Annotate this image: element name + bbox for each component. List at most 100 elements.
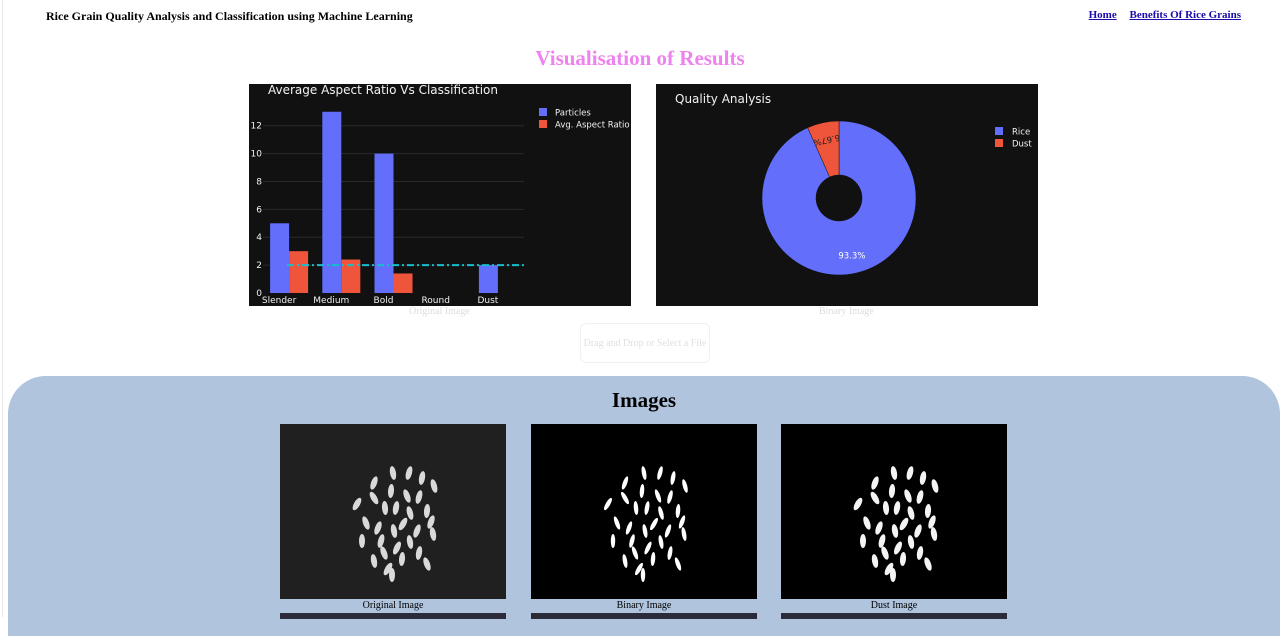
visualisation-heading: Visualisation of Results [535, 46, 745, 70]
binary-image [531, 424, 757, 599]
rice-grain [888, 484, 896, 498]
rice-grain [369, 491, 379, 505]
rice-grain [381, 501, 389, 515]
dust-image-card: Dust Image [781, 424, 1007, 619]
x-tick-label: Slender [262, 296, 297, 306]
top-nav: Home Benefits Of Rice Grains [1079, 9, 1241, 21]
site-title: Rice Grain Quality Analysis and Classifi… [46, 9, 413, 23]
rice-grain [639, 484, 645, 498]
rice-grain [405, 466, 413, 480]
rice-grain [875, 521, 883, 535]
rice-grain [418, 471, 426, 485]
rice-grain [423, 504, 431, 518]
rice-grain [860, 534, 866, 548]
dust-image-caption: Dust Image [870, 600, 918, 611]
rice-grain [924, 557, 932, 571]
rice-grain [916, 490, 924, 504]
rice-grain [429, 527, 437, 541]
rice-grain [930, 527, 938, 541]
rice-grain [899, 552, 907, 566]
y-tick-label: 6 [256, 205, 262, 215]
file-upload-dropzone[interactable]: Drag and Drop or Select a File [580, 323, 710, 363]
rice-grain [907, 535, 915, 549]
rice-grain [916, 546, 924, 560]
legend-swatch [995, 127, 1003, 135]
rice-grain [629, 534, 635, 548]
rice-grain [430, 479, 438, 493]
rice-grain [675, 504, 681, 518]
x-tick-label: Bold [374, 296, 394, 306]
rice-grain [398, 517, 408, 531]
y-tick-label: 12 [251, 122, 262, 132]
rice-grain [907, 506, 915, 520]
rice-grains-original-image [280, 424, 506, 599]
rice-grain [906, 466, 914, 480]
rice-grain [621, 476, 629, 490]
rice-grain [389, 568, 395, 582]
pie-slice-label: 93.3% [838, 252, 865, 262]
original-image-caption: Original Image [362, 600, 424, 611]
rice-grain [884, 562, 894, 576]
dropzone-label: Drag and Drop or Select a File [583, 337, 707, 349]
rice-grain [654, 489, 662, 503]
rice-grain [893, 501, 901, 515]
images-panel: Images Original Image Binary Image Dust … [8, 376, 1280, 636]
rice-grain [881, 546, 889, 560]
original-image [280, 424, 506, 599]
rice-grain [359, 534, 365, 548]
rice-grain [919, 471, 927, 485]
original-image-card: Original Image [280, 424, 506, 619]
rice-grain [380, 546, 388, 560]
rice-grain [678, 515, 686, 529]
rice-grain [871, 554, 879, 568]
rice-grain [392, 501, 400, 515]
rice-grain [853, 497, 863, 511]
rice-grain [674, 557, 682, 571]
pie-chart-title: Quality Analysis [675, 92, 771, 106]
nav-home-link[interactable]: Home [1088, 9, 1117, 21]
rice-grain [604, 497, 612, 511]
rice-grain [622, 554, 628, 568]
y-tick-label: 2 [256, 261, 262, 271]
bar-aspect-ratio [341, 259, 361, 293]
pie-chart[interactable]: Quality Analysis 93.3% 6.67% Rice Dust [656, 84, 1038, 306]
rice-grain [681, 527, 687, 541]
rice-grain [392, 541, 402, 555]
rice-grain [613, 516, 621, 530]
rice-grain [890, 568, 896, 582]
y-tick-label: 4 [256, 233, 262, 243]
rice-grain [374, 521, 382, 535]
rice-grain [870, 491, 880, 505]
legend-swatch [539, 120, 547, 128]
rice-grain [610, 534, 616, 548]
page-left-border [2, 0, 3, 617]
pie-slice-rice [761, 120, 917, 276]
rice-grain [667, 490, 673, 504]
rice-grain [657, 466, 663, 480]
bar-chart[interactable]: Average Aspect Ratio Vs Classification 0 2… [249, 84, 631, 306]
legend-label: Dust [1012, 140, 1032, 150]
legend-label: Particles [555, 109, 591, 119]
rice-grain [362, 516, 370, 530]
rice-grain [633, 501, 639, 515]
rice-grain [893, 541, 903, 555]
rice-grain [878, 534, 886, 548]
rice-grain [882, 501, 890, 515]
nav-benefits-link[interactable]: Benefits Of Rice Grains [1129, 9, 1241, 21]
bar-particles [374, 153, 394, 293]
rice-grain [390, 524, 398, 538]
bar-particles [478, 265, 498, 293]
pie-slice-dust [807, 120, 840, 178]
ghost-label-original: Original Image [409, 306, 470, 317]
rice-grain [863, 516, 871, 530]
images-heading: Images [611, 388, 677, 412]
x-tick-label: Medium [313, 296, 349, 306]
rice-grain [644, 541, 652, 555]
rice-grain [398, 552, 406, 566]
rice-grain [658, 535, 664, 549]
rice-grain [352, 497, 362, 511]
rice-grain [377, 534, 385, 548]
rice-grain [928, 515, 936, 529]
ghost-label-binary: Binary Image [819, 306, 874, 317]
